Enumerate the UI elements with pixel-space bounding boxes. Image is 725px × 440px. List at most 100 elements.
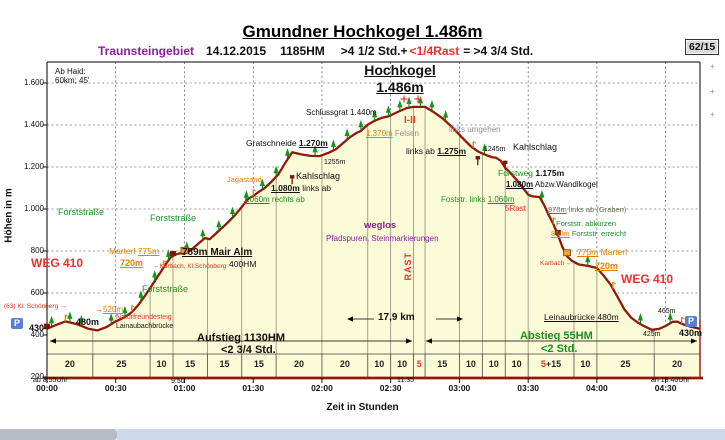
marterl-left: Marterl 775m	[109, 247, 159, 256]
tree-icon	[273, 165, 279, 174]
point-720-right: 720m	[595, 262, 618, 271]
y-tick-label: 800	[30, 245, 44, 255]
tree-icon	[138, 290, 144, 298]
total-time-label: = >4 3/4 Std.	[463, 44, 534, 58]
segment-minutes-cell: 15	[239, 360, 279, 369]
date-label: 14.12.2015	[206, 44, 267, 58]
marterl-right-text: Marterl	[598, 247, 628, 257]
tree-icon	[78, 314, 84, 323]
forststrasse-3-text: Forststraße	[142, 284, 189, 294]
karbach-left: ←Karbach, Kl.Schönberg	[153, 263, 226, 271]
karbach-right: Karbach ←	[540, 260, 573, 268]
weg410-right-text: WEG 410	[621, 272, 674, 286]
segment-minutes-value: 10	[511, 359, 522, 369]
links-umgehen-text: links umgehen	[449, 125, 501, 134]
rechts-ab-1060-text: 1.060m	[243, 195, 270, 204]
segment-minutes-value: 15	[437, 359, 448, 369]
start-time: ab 8:55Uhr	[33, 377, 68, 384]
tree-icon	[397, 99, 403, 108]
segment-minutes-value: 20	[339, 359, 350, 369]
orange-pole-icon	[131, 304, 135, 308]
tree-icon	[406, 96, 412, 105]
parking-right-icon-text: P	[688, 316, 695, 326]
abstieg-hm-text: Abstieg 55HM	[520, 330, 593, 342]
tree-icon	[152, 270, 158, 278]
point-1255: 1255m	[324, 159, 345, 166]
tree-icon	[372, 109, 378, 118]
kl-schoenberg-63-text: (63) Kl. Schönberg →	[4, 303, 67, 310]
kahlschlag-left-text: Kahlschlag	[296, 171, 341, 181]
segment-minutes-value: 10	[465, 359, 476, 369]
distance-total: 17,9 km	[378, 313, 415, 323]
hut-icon	[170, 250, 177, 256]
aufstieg-zeit-text: <2 3/4 Std.	[221, 344, 276, 356]
segment-minutes-value: 10	[374, 359, 385, 369]
segment-minutes-value: 10	[580, 359, 591, 369]
y-tick-label: 1.000	[23, 203, 44, 213]
foststr-links-1060-text: Foststr. links	[441, 195, 488, 204]
segment-minutes-value: 10	[397, 359, 408, 369]
orange-pole-icon	[65, 314, 69, 318]
weg410-left-text: WEG 410	[31, 256, 84, 270]
tree-icon	[216, 219, 222, 228]
abzw-wandlkogel-text: 1.080m	[506, 180, 534, 189]
rast-5min-text: 5Rast	[505, 204, 526, 213]
climb-grade: I-II	[404, 116, 416, 126]
segment-minutes-value: 20	[294, 359, 305, 369]
point-480: 480m	[76, 318, 99, 327]
orange-pole-icon	[553, 217, 557, 220]
tree-icon	[539, 190, 545, 198]
end-time-text: an 13:40Uhr	[651, 377, 690, 384]
gratschneide-text: 1.270m	[298, 138, 328, 148]
cross-mark-3: +	[710, 111, 715, 119]
distance-total-text: 17,9 km	[378, 312, 415, 323]
links-ab-1275-text: links ab	[406, 146, 438, 156]
orange-pole-icon	[681, 316, 685, 320]
forststrasse-1: Forststraße	[58, 208, 104, 217]
foststr-links-1060-text: 1.060m	[487, 195, 515, 204]
tree-icon	[200, 228, 206, 237]
descent-span-arrow	[691, 338, 697, 344]
forststrasse-2-text: Forststraße	[150, 213, 197, 223]
ab-haid-line1: Ab Haid:	[55, 68, 86, 76]
segment-minutes-value: 25	[620, 359, 631, 369]
distance-arrow-left	[347, 316, 353, 322]
point-520: →520m	[95, 306, 123, 314]
tree-icon	[284, 148, 291, 156]
gratschneide-text: Gratschneide	[246, 138, 299, 148]
links-ab-1080: 1.080m links ab	[271, 184, 331, 193]
point-720-left-text: 720m	[120, 258, 144, 268]
rast-5min: 5Rast	[505, 205, 526, 213]
segment-minutes-value: 5	[416, 359, 422, 369]
felsen-1370-text: Felsen	[392, 129, 419, 138]
marterl-right: 775m Marterl	[577, 248, 627, 257]
distance-arrow-right	[457, 316, 463, 322]
weglos-text: weglos	[364, 220, 397, 231]
segment-minutes-cell: 15	[170, 360, 210, 369]
tree-icon	[585, 254, 591, 263]
y-tick-label: 200	[30, 371, 44, 381]
tree-icon	[443, 110, 449, 118]
y-tick-label: 430	[28, 323, 44, 334]
x-tick-label: 00:00	[36, 383, 58, 393]
hut-icon	[563, 249, 572, 257]
forstweg-1175-text: Forstweg	[498, 168, 536, 178]
bottom-strip[interactable]	[117, 429, 725, 440]
segment-minutes-cell: 10	[359, 360, 399, 369]
forststr-erreicht-text: 850m	[551, 229, 570, 238]
forststrasse-1-text: Forststraße	[58, 207, 105, 217]
summit-elev: 1.486m	[376, 80, 423, 94]
rechts-ab-1060-text: rechts ab	[269, 195, 305, 204]
links-ab-1080-text: 1.080m	[271, 183, 300, 193]
segment-minutes-cell: 20	[50, 360, 90, 369]
abzw-wandlkogel: 1.080m Abzw.Wandlkogel	[506, 181, 598, 189]
tree-icon	[417, 95, 424, 104]
pfadspuren: Pfadspuren, Steinmarkierungen	[326, 235, 439, 243]
cross-mark-2-text: +	[710, 87, 715, 96]
y-tick-label: 400	[30, 329, 44, 339]
segment-minutes-value: 10	[488, 359, 499, 369]
orange-pole-icon	[612, 281, 616, 285]
orange-pole-icon	[252, 189, 257, 192]
kahlschlag-right-text: Kahlschlag	[513, 142, 558, 152]
